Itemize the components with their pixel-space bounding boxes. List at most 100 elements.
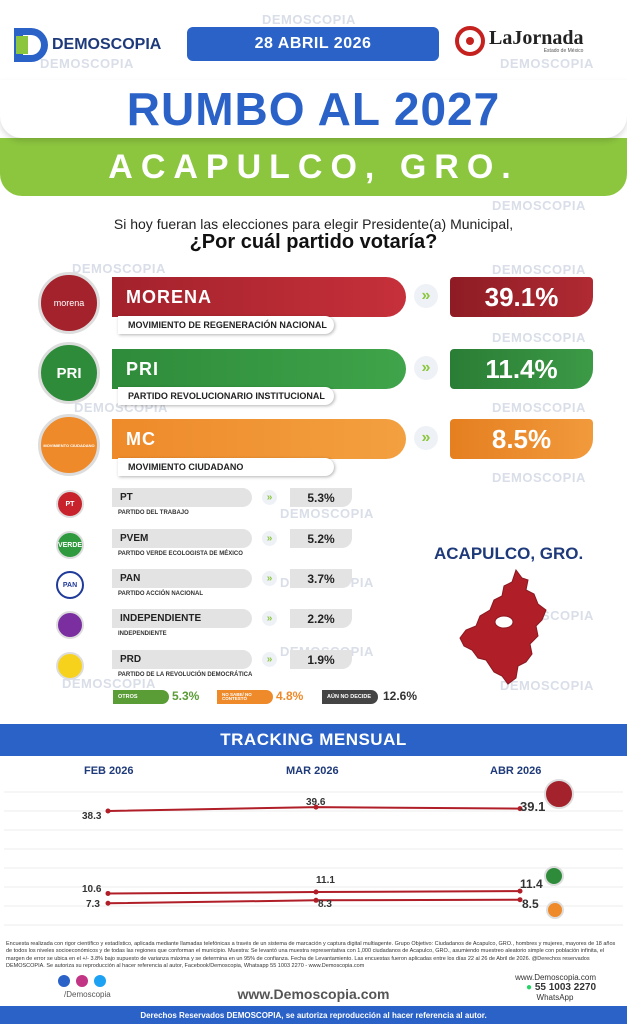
website[interactable]: www.Demoscopia.com: [237, 986, 390, 1002]
instagram-icon[interactable]: [76, 975, 88, 987]
bar-sub-mc: MOVIMIENTO CIUDADANO: [118, 458, 334, 476]
bar-prd: PRD: [112, 650, 252, 669]
rights-band: Derechos Reservados DEMOSCOPIA, se autor…: [0, 1006, 627, 1024]
question-line-2: ¿Por cuál partido votaría?: [189, 231, 438, 253]
series-point-0-0: [105, 808, 111, 814]
la-jornada-icon: [455, 26, 485, 56]
morena-logo-text: morena: [53, 298, 85, 308]
bar-sub-independiente: INDEPENDIENTE: [118, 631, 167, 637]
bar-mc: MC: [112, 419, 406, 459]
pct-independiente: 2.2%: [290, 609, 352, 628]
demoscopia-logo: DEMOSCOPIA: [14, 28, 161, 62]
bar-independiente: INDEPENDIENTE: [112, 609, 252, 628]
bar-sub-pan: PARTIDO ACCIÓN NACIONAL: [118, 591, 203, 597]
chevron-right-icon: »: [414, 426, 438, 450]
bar-sub-pri: PARTIDO REVOLUCIONARIO INSTITUCIONAL: [118, 387, 334, 405]
bar-pt: PT: [112, 488, 252, 507]
tracking-month-feb: FEB 2026: [84, 765, 134, 777]
watermark: DEMOSCOPIA: [500, 56, 594, 71]
contact-site[interactable]: www.Demoscopia.com: [515, 973, 596, 982]
pt-logo: PT: [56, 490, 84, 518]
watermark: DEMOSCOPIA: [492, 400, 586, 415]
no-sabe-tag: NO SABE/ NO CONTESTÓ: [217, 690, 273, 704]
tracking-label-mc-mar: 8.3: [318, 899, 332, 910]
bar-sub-morena: MOVIMIENTO DE REGENERACIÓN NACIONAL: [118, 316, 334, 334]
no-sabe-value: 4.8%: [276, 689, 304, 703]
pan-logo-text: PAN: [62, 581, 78, 589]
bar-morena: MORENA: [112, 277, 406, 317]
twitter-icon[interactable]: [94, 975, 106, 987]
aun-no-decide-tag: AÚN NO DECIDE: [322, 690, 378, 704]
pct-mc: 8.5%: [450, 419, 593, 459]
tracking-label-pri-feb: 10.6: [82, 884, 102, 895]
prd-logo: [56, 652, 84, 680]
watermark: DEMOSCOPIA: [492, 198, 586, 213]
watermark: DEMOSCOPIA: [500, 678, 594, 693]
tracking-band: TRACKING MENSUAL: [0, 724, 627, 756]
bar-sub-pvem: PARTIDO VERDE ECOLOGISTA DE MÉXICO: [118, 551, 243, 557]
chevron-right-icon: »: [262, 571, 277, 586]
map-title: ACAPULCO, GRO.: [434, 544, 584, 563]
pvem-logo-text: VERDE: [57, 541, 83, 549]
others-tag: OTROS: [113, 690, 169, 704]
others-value: 5.3%: [172, 689, 200, 703]
whatsapp-icon: ●: [526, 982, 533, 993]
series-point-2-0: [105, 900, 111, 906]
chevron-right-icon: »: [262, 611, 277, 626]
tracking-month-mar: MAR 2026: [286, 765, 339, 777]
pct-pvem: 5.2%: [290, 529, 352, 548]
city-band: ACAPULCO, GRO.: [0, 138, 627, 196]
chevron-right-icon: »: [262, 490, 277, 505]
bar-pvem: PVEM: [112, 529, 252, 548]
partner-name: LaJornada: [489, 27, 584, 49]
contact-phone-number: 55 1003 2270: [534, 982, 596, 993]
tracking-label-mc-feb: 7.3: [86, 899, 100, 910]
morena-logo: morena: [38, 272, 100, 334]
contact-phone: ● 55 1003 2270: [484, 982, 596, 993]
la-jornada-logo: LaJornada Estado de México: [455, 26, 583, 56]
series-point-1-2: [517, 888, 523, 894]
pt-logo-text: PT: [65, 500, 75, 508]
watermark: DEMOSCOPIA: [492, 470, 586, 485]
chevron-right-icon: »: [414, 356, 438, 380]
tracking-chart: [4, 791, 623, 926]
series-point-2-2: [517, 897, 523, 903]
chevron-right-icon: »: [262, 652, 277, 667]
bar-label-pri: PRI: [126, 358, 160, 379]
watermark: DEMOSCOPIA: [492, 262, 586, 277]
watermark: DEMOSCOPIA: [262, 12, 356, 27]
social-handle: /Demoscopia: [64, 990, 111, 999]
page-title: RUMBO AL 2027: [126, 83, 501, 135]
tracking-label-morena-abr: 39.1: [520, 799, 546, 814]
pct-pan: 3.7%: [290, 569, 352, 588]
pct-prd: 1.9%: [290, 650, 352, 669]
pct-pt: 5.3%: [290, 488, 352, 507]
chevron-right-icon: »: [262, 531, 277, 546]
pct-pri: 11.4%: [450, 349, 593, 389]
title-card: RUMBO AL 2027: [0, 80, 627, 138]
brand-name: DEMOSCOPIA: [52, 36, 162, 53]
pvem-logo: VERDE: [56, 531, 84, 559]
question-line-1: Si hoy fueran las elecciones para elegir…: [113, 216, 514, 232]
pct-morena: 39.1%: [450, 277, 593, 317]
acapulco-map: [459, 568, 547, 685]
independiente-logo: [56, 611, 84, 639]
date-badge: 28 ABRIL 2026: [187, 27, 439, 61]
series-point-1-1: [313, 889, 319, 895]
tracking-label-pri-mar: 11.1: [316, 875, 335, 886]
series-point-0-1: [313, 804, 319, 810]
contact-block: www.Demoscopia.com ● 55 1003 2270 WhatsA…: [484, 973, 596, 1002]
bar-pan: PAN: [112, 569, 252, 588]
tracking-title: TRACKING MENSUAL: [220, 730, 407, 749]
chevron-right-icon: »: [414, 284, 438, 308]
watermark: DEMOSCOPIA: [72, 261, 166, 276]
series-point-0-2: [517, 806, 523, 812]
bar-label-morena: MORENA: [126, 286, 212, 307]
facebook-icon[interactable]: [58, 975, 70, 987]
watermark: DEMOSCOPIA: [40, 56, 134, 71]
contact-whatsapp: WhatsApp: [536, 993, 574, 1002]
pan-logo: PAN: [56, 571, 84, 599]
demoscopia-logo-icon: [14, 28, 48, 62]
aun-no-decide-value: 12.6%: [383, 689, 418, 703]
methodology-note: Encuesta realizada con rigor científico …: [6, 941, 616, 970]
